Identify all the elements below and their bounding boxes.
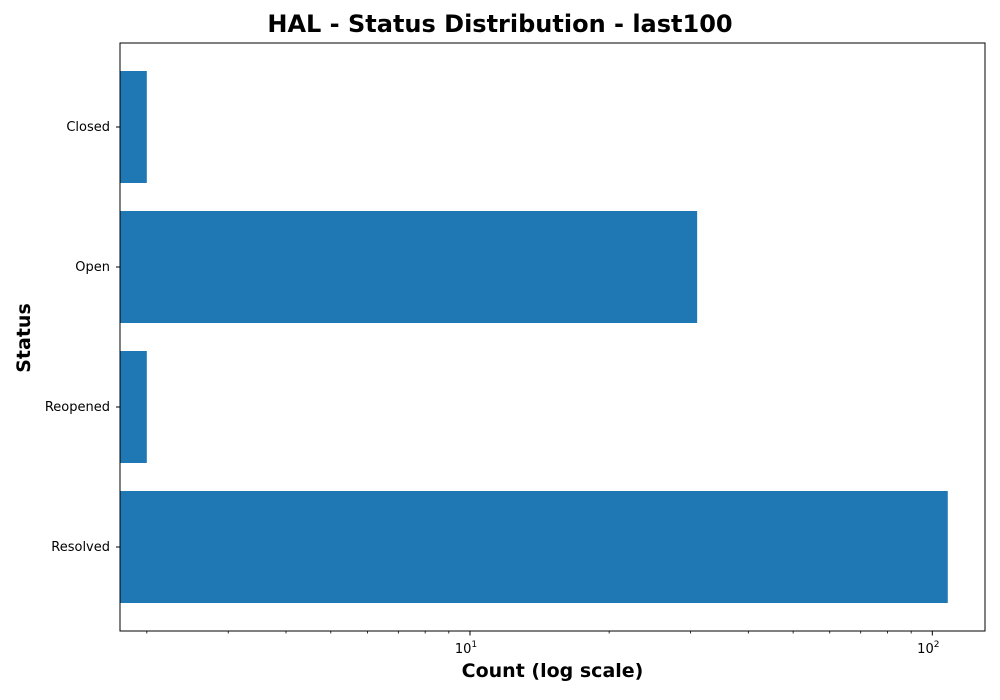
x-ticks: 101 102 [455, 631, 939, 657]
y-tick-label: Open [75, 260, 110, 275]
plot-frame [119, 42, 986, 632]
bars-group [120, 71, 948, 603]
x-tick-label: 101 [455, 640, 477, 657]
x-tick-label: 102 [917, 640, 939, 657]
x-axis-label: Count (log scale) [461, 660, 644, 682]
bar-reopened [120, 351, 147, 463]
y-tick-label: Resolved [51, 540, 110, 555]
chart-title: HAL - Status Distribution - last100 [267, 10, 733, 38]
bar-open [120, 211, 698, 323]
bar-closed [120, 71, 147, 183]
y-tick-label: Closed [66, 120, 110, 135]
y-tick-label: Reopened [45, 400, 110, 415]
bar-resolved [120, 491, 948, 603]
y-ticks: Resolved Reopened Open Closed [45, 120, 120, 555]
